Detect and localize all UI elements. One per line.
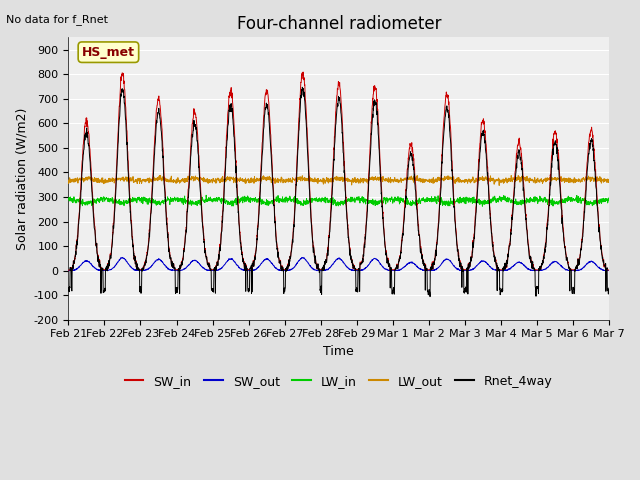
Y-axis label: Solar radiation (W/m2): Solar radiation (W/m2)	[15, 108, 28, 250]
Title: Four-channel radiometer: Four-channel radiometer	[237, 15, 441, 33]
Text: HS_met: HS_met	[82, 46, 135, 59]
Legend: SW_in, SW_out, LW_in, LW_out, Rnet_4way: SW_in, SW_out, LW_in, LW_out, Rnet_4way	[120, 370, 558, 393]
Text: No data for f_Rnet: No data for f_Rnet	[6, 14, 108, 25]
X-axis label: Time: Time	[323, 345, 354, 358]
